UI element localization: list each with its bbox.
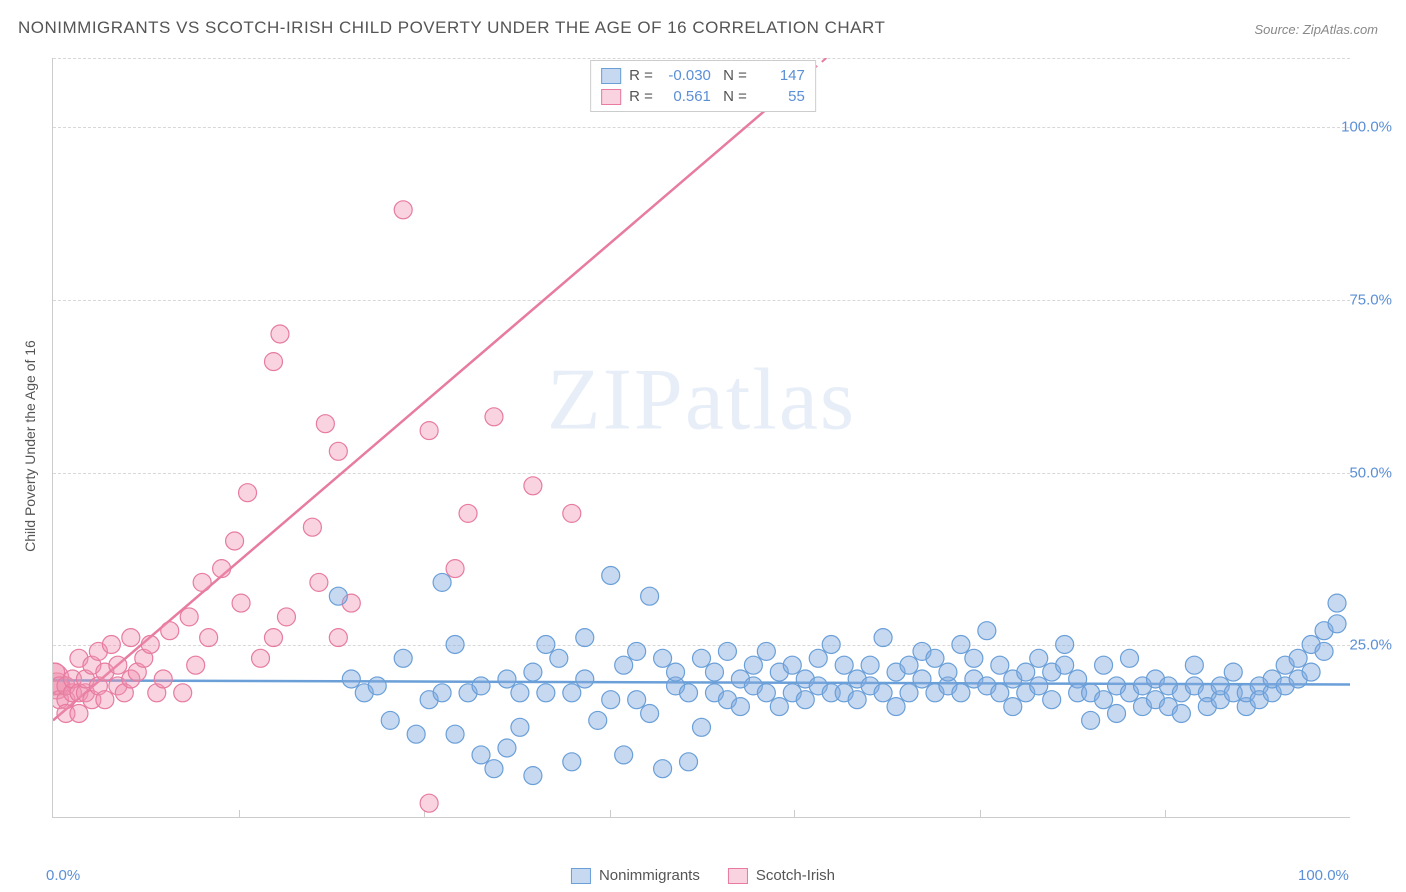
plot-area: ZIPatlas xyxy=(52,58,1350,818)
stats-row-series-1: R = -0.030 N = 147 xyxy=(601,65,805,86)
stats-row-series-2: R = 0.561 N = 55 xyxy=(601,86,805,107)
legend: Nonimmigrants Scotch-Irish xyxy=(571,867,835,884)
n-label: N = xyxy=(719,67,747,84)
legend-swatch-series-1 xyxy=(571,868,591,884)
swatch-series-2 xyxy=(601,89,621,105)
y-tick-label: 25.0% xyxy=(1349,637,1392,654)
y-axis-label: Child Poverty Under the Age of 16 xyxy=(22,340,38,552)
r-label: R = xyxy=(629,88,653,105)
r-label: R = xyxy=(629,67,653,84)
r-value-series-1: -0.030 xyxy=(661,67,711,84)
n-label: N = xyxy=(719,88,747,105)
legend-item-series-2: Scotch-Irish xyxy=(728,867,835,884)
n-value-series-2: 55 xyxy=(755,88,805,105)
y-tick-label: 75.0% xyxy=(1349,291,1392,308)
source-attribution: Source: ZipAtlas.com xyxy=(1254,22,1378,37)
legend-label-series-1: Nonimmigrants xyxy=(599,867,700,884)
chart-title: NONIMMIGRANTS VS SCOTCH-IRISH CHILD POVE… xyxy=(18,18,885,38)
chart-canvas xyxy=(53,58,1350,817)
legend-item-series-1: Nonimmigrants xyxy=(571,867,700,884)
y-tick-label: 50.0% xyxy=(1349,464,1392,481)
r-value-series-2: 0.561 xyxy=(661,88,711,105)
x-tick-label: 0.0% xyxy=(46,867,80,884)
swatch-series-1 xyxy=(601,68,621,84)
x-tick-label: 100.0% xyxy=(1298,867,1349,884)
n-value-series-1: 147 xyxy=(755,67,805,84)
legend-swatch-series-2 xyxy=(728,868,748,884)
correlation-stats-box: R = -0.030 N = 147 R = 0.561 N = 55 xyxy=(590,60,816,112)
legend-label-series-2: Scotch-Irish xyxy=(756,867,835,884)
